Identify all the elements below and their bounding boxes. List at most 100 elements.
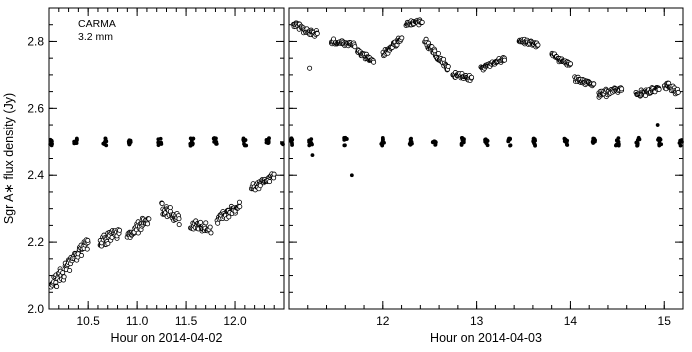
sgra-point (435, 51, 441, 57)
calibrator-point (656, 137, 660, 142)
annotation-instrument: CARMA (78, 18, 116, 30)
sgra-point (167, 205, 173, 211)
calibrator-point (635, 143, 640, 148)
y-axis-title: Sgr A∗ flux density (Jy) (2, 93, 16, 224)
right-panel-marks (289, 17, 684, 178)
sgra-point (445, 64, 451, 70)
calibrator-point (290, 138, 294, 143)
sgra-point (331, 36, 337, 42)
sgra-point (271, 171, 277, 177)
sgra-point (203, 220, 209, 226)
calibrator-point (657, 142, 662, 146)
calibrator-point (506, 139, 511, 144)
annotation-wavelength: 3.2 mm (78, 31, 113, 43)
calibrator-point (159, 142, 164, 146)
y-tick-label: 2.4 (27, 168, 44, 182)
x-tick-label: 11.0 (126, 314, 149, 328)
calibrator-point (309, 137, 314, 142)
sgra-point (85, 237, 91, 243)
calibrator-point (485, 139, 490, 143)
calibrator-point (48, 138, 53, 143)
right-panel: 12 13 14 15 Hour on 2014-04-03 (288, 7, 684, 345)
sgra-point (314, 31, 320, 37)
calibrator-point (343, 143, 347, 148)
calibrator-point (127, 138, 132, 143)
left-x-axis-title: Hour on 2014-04-02 (111, 331, 223, 345)
calibrator-point (156, 143, 161, 148)
calibrator-point (307, 143, 312, 148)
x-tick-label: 12.0 (223, 314, 247, 328)
calibrator-outlier (310, 153, 315, 158)
sgra-point (78, 252, 84, 258)
calibrator-point (508, 143, 512, 148)
sgra-point (145, 221, 151, 227)
calibrator-point (409, 136, 413, 141)
sgra-point (352, 44, 358, 50)
calibrator-point (290, 143, 294, 147)
x-tick-label: 11.5 (175, 314, 198, 328)
sgra-point (176, 222, 182, 228)
sgra-point (656, 86, 662, 92)
sgra-point (568, 61, 574, 67)
sgra-point (236, 199, 242, 205)
calibrator-point (103, 136, 108, 141)
calibrator-point (531, 136, 536, 141)
calibrator-point (74, 136, 79, 141)
calibrator-point (591, 136, 596, 141)
sgra-point (60, 270, 66, 276)
left-panel: 10.5 11.0 11.5 12.0 2.0 2.2 2.4 2.6 2.8 CARMA 3.… (2, 7, 285, 345)
right-x-axis-title: Hour on 2014-04-03 (430, 331, 542, 345)
x-tick-label: 14 (564, 314, 578, 328)
calibrator-point (156, 137, 161, 142)
sgra-point (159, 201, 165, 207)
calibrator-point (266, 141, 271, 146)
sgra-outlier (307, 65, 313, 71)
calibrator-point (102, 141, 107, 145)
x-tick-label: 13 (470, 314, 484, 328)
right-panel-ticks: 12 13 14 15 (288, 7, 684, 328)
calibrator-outlier (349, 173, 354, 178)
calibrator-point (214, 142, 219, 146)
calibrator-point (408, 139, 413, 144)
y-tick-label: 2.2 (27, 235, 44, 249)
sgra-point (441, 56, 447, 62)
left-panel-marks (48, 136, 285, 290)
y-tick-label: 2.0 (27, 302, 44, 316)
sgra-point (105, 241, 111, 247)
calibrator-point (616, 143, 621, 148)
calibrator-point (408, 142, 413, 147)
calibrator-point (342, 136, 347, 140)
sgra-point (675, 89, 681, 95)
sgra-point (535, 42, 541, 48)
sgra-point (469, 74, 475, 80)
calibrator-point (678, 140, 683, 144)
left-panel-frame (48, 7, 285, 310)
calibrator-outlier (655, 123, 660, 127)
calibrator-point (244, 143, 249, 148)
sgra-point (146, 216, 152, 222)
sgra-point (591, 81, 597, 87)
sgra-point (198, 219, 204, 225)
x-tick-label: 12 (376, 314, 390, 328)
calibrator-point (281, 142, 285, 147)
calibrator-point (212, 139, 217, 144)
sgra-point (67, 267, 73, 273)
sgra-point (267, 179, 273, 185)
sgra-point (135, 230, 141, 236)
sgra-point (619, 86, 625, 92)
calibrator-point (613, 143, 618, 148)
calibrator-point (563, 137, 568, 142)
calibrator-point (191, 136, 196, 141)
sgra-point (117, 227, 123, 233)
calibrator-point (462, 137, 466, 142)
sgra-point (419, 19, 425, 25)
sgra-point (84, 246, 90, 252)
sgra-point (207, 224, 213, 230)
sgra-point (502, 57, 508, 63)
sgra-point (257, 183, 263, 189)
calibrator-point (212, 136, 217, 140)
calibrator-point (380, 143, 385, 148)
calibrator-point (49, 143, 54, 148)
sgra-point (399, 35, 405, 41)
